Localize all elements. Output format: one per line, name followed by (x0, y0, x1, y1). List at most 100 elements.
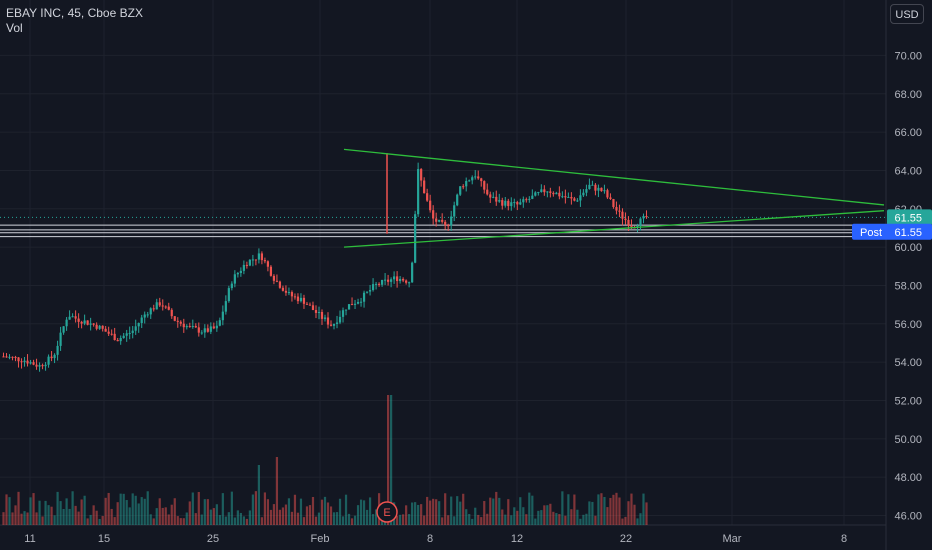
candle-body (528, 198, 531, 200)
volume-bar (633, 504, 636, 525)
candle-body (495, 196, 498, 202)
candle-body (314, 310, 318, 313)
volume-bar (290, 511, 294, 525)
candle-body (374, 283, 378, 285)
candle-body (498, 200, 501, 202)
volume-bar (468, 513, 471, 525)
candle-body (453, 205, 456, 217)
volume-bar (456, 496, 459, 525)
x-tick-label: 8 (427, 533, 433, 545)
volume-bar (293, 494, 297, 525)
candle-body (537, 192, 540, 194)
y-tick-label: 58.00 (894, 280, 922, 292)
candle-body (239, 270, 242, 274)
candle-body (645, 216, 648, 218)
y-tick-label: 70.00 (894, 50, 922, 62)
last-price-tag (887, 209, 932, 226)
candle-body (456, 194, 459, 206)
candle-body (435, 218, 438, 222)
volume-bar (396, 515, 399, 525)
candle-body (56, 345, 59, 355)
candle-body (603, 190, 606, 192)
candle-body (356, 301, 360, 304)
volume-bar (600, 493, 603, 525)
volume-bar (248, 510, 251, 525)
earnings-marker-icon[interactable] (376, 501, 398, 523)
volume-bar (498, 497, 501, 525)
volume-bar (317, 512, 321, 525)
candle-body (170, 309, 173, 317)
candle-body (275, 280, 279, 282)
volume-bar (200, 514, 203, 525)
candle-body (615, 207, 618, 211)
candle-body (405, 280, 408, 283)
volume-bar (543, 505, 546, 525)
volume-bar (624, 516, 627, 525)
candle-body (137, 323, 140, 327)
volume-bar (143, 498, 146, 525)
volume-bar (408, 514, 411, 525)
volume-bar (597, 494, 600, 525)
volume-bar (17, 491, 20, 525)
candle-body (383, 279, 387, 281)
candle-body (8, 356, 11, 358)
candle-body (402, 278, 405, 281)
candle-body (585, 189, 588, 193)
candle-body (233, 274, 236, 284)
candle-body (335, 322, 339, 325)
x-tick-label: 25 (207, 533, 219, 545)
candle-body (116, 340, 119, 342)
candle-body (423, 180, 426, 194)
candle-body (630, 225, 633, 228)
upper-trendline (343, 148, 885, 206)
volume-bar (576, 509, 579, 525)
candle-body (224, 301, 227, 312)
candle-body (414, 214, 417, 263)
volume-bar (441, 517, 444, 525)
volume-bar (44, 500, 47, 525)
volume-bar (101, 515, 104, 525)
candle-body (161, 305, 164, 307)
candle-body (35, 364, 38, 367)
volume-bar (588, 501, 591, 525)
candle-body (468, 180, 471, 182)
volume-bar (245, 518, 248, 525)
candle-body (209, 326, 212, 332)
candle-body (534, 192, 537, 196)
volume-bar (329, 506, 333, 525)
volume-bar (272, 504, 276, 525)
candle-body (41, 365, 44, 367)
volume-bar (540, 510, 543, 525)
candle-body (212, 326, 215, 329)
volume-bar (636, 518, 639, 525)
volume-bar (522, 507, 525, 525)
volume-bar (194, 513, 197, 525)
candle-body (612, 199, 615, 208)
volume-bar (546, 505, 549, 525)
currency-button[interactable]: USD (890, 4, 924, 24)
volume-bar (134, 495, 137, 525)
candle-body (20, 361, 23, 363)
volume-bar (350, 518, 354, 525)
candle-body (558, 192, 561, 197)
x-tick-label: 15 (98, 533, 110, 545)
candle-body (44, 364, 47, 367)
candle-body (203, 328, 206, 333)
candle-body (323, 317, 327, 319)
post-market-tag (852, 223, 932, 240)
volume-bar (287, 498, 291, 525)
candle-body (639, 218, 642, 227)
candle-body (17, 357, 20, 362)
candle-body (302, 297, 306, 304)
candle-body (287, 292, 291, 294)
candle-body (543, 189, 546, 193)
volume-bar (305, 506, 309, 525)
volume-bar (89, 514, 92, 525)
volume-bar (618, 497, 621, 525)
candle-body (98, 325, 101, 329)
candle-body (516, 202, 519, 205)
volume-bar (80, 499, 83, 525)
candle-body (257, 253, 260, 260)
